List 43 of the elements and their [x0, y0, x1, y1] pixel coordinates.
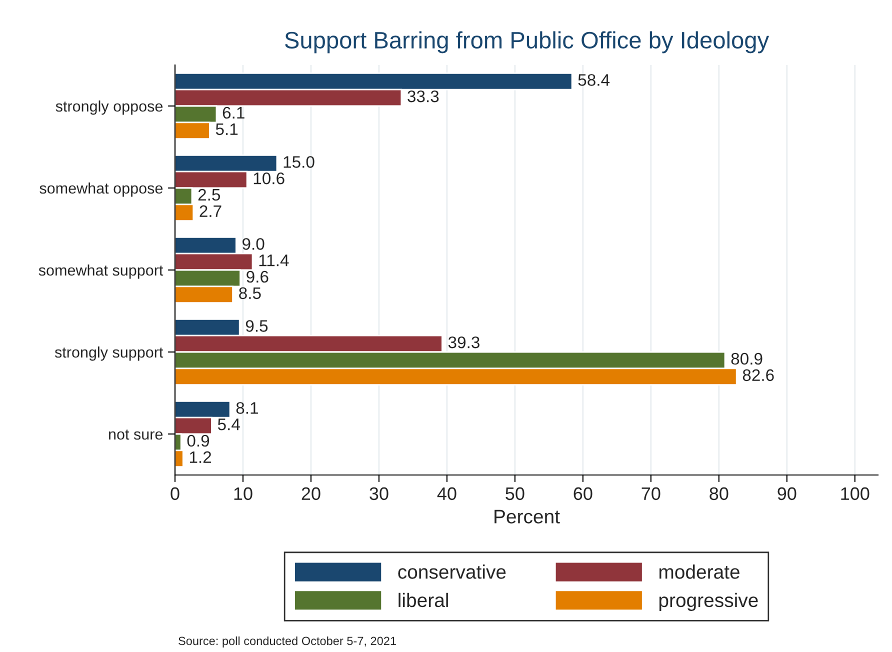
x-tick-label: 70	[642, 487, 660, 500]
data-label: 9.0	[242, 238, 264, 250]
x-tick-label: 80	[710, 487, 728, 500]
data-label: 8.1	[236, 402, 258, 414]
x-tick-label: 60	[574, 487, 592, 500]
x-tick-label: 10	[234, 487, 252, 500]
data-label: 9.5	[246, 320, 268, 332]
y-tick-label: somewhat oppose	[40, 182, 163, 197]
data-label: 5.4	[218, 418, 240, 430]
legend-label: progressive	[659, 592, 758, 611]
data-label: 1.2	[190, 451, 212, 463]
data-label: 5.1	[216, 123, 238, 136]
y-tick-label: somewhat support	[38, 264, 164, 279]
legend-label: liberal	[398, 592, 448, 608]
x-tick-label: 20	[302, 487, 320, 500]
source-note: Source: poll conducted October 5-7, 2021	[178, 636, 396, 648]
data-label: 9.6	[246, 270, 268, 283]
legend-label: conservative	[398, 564, 506, 579]
data-label: 33.3	[408, 90, 439, 102]
data-label: 82.6	[742, 369, 774, 382]
data-label: 6.1	[222, 106, 244, 119]
y-tick-label: strongly oppose	[56, 100, 163, 115]
x-tick-label: 100	[841, 487, 870, 500]
data-label: 39.3	[448, 336, 480, 348]
data-label: 8.5	[239, 287, 261, 300]
data-label: 2.5	[198, 188, 220, 201]
y-tick-label: strongly support	[54, 346, 164, 361]
x-tick-label: 50	[506, 487, 524, 500]
data-label: 80.9	[731, 352, 762, 365]
chart-title: Support Barring from Public Office by Ideology	[285, 31, 770, 54]
y-tick-label: not sure	[109, 430, 163, 440]
data-label: 58.4	[578, 74, 610, 86]
data-label: 11.4	[259, 254, 289, 266]
data-label: 2.7	[200, 205, 222, 217]
x-tick-label: 90	[778, 487, 796, 500]
data-label: 0.9	[187, 434, 210, 447]
x-tick-label: 40	[437, 487, 456, 500]
x-axis-title: Percent	[494, 510, 560, 524]
x-tick-label: 30	[370, 487, 388, 500]
data-label: 15.0	[284, 156, 314, 168]
data-label: 10.6	[254, 172, 284, 184]
legend-label: moderate	[659, 564, 740, 579]
x-tick-label: 0	[170, 487, 180, 500]
